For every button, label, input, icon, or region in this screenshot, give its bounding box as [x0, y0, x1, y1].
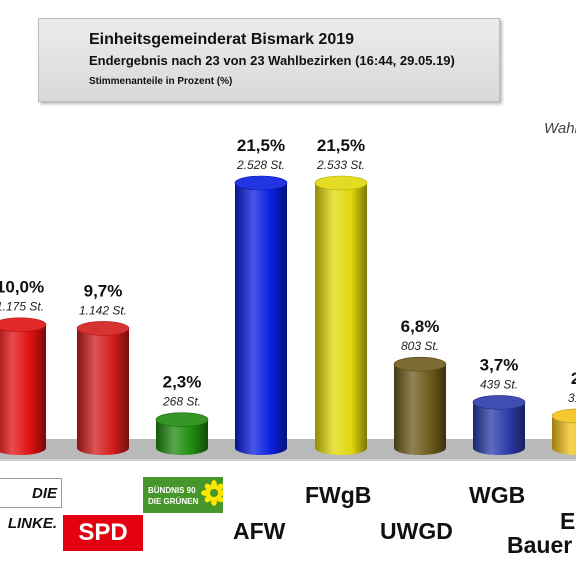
spd-logo: SPD — [63, 515, 143, 551]
chart-subtitle: Endergebnis nach 23 von 23 Wahlbezirken … — [89, 53, 455, 68]
value-label-7: 3,7% — [480, 355, 519, 374]
party-label-fwgb: FWgB — [305, 482, 372, 508]
bar-1 — [0, 324, 46, 455]
bar-4 — [235, 183, 287, 455]
value-label-6: 6,8% — [401, 317, 440, 336]
gruene-logo-line1: BÜNDNIS 90 — [148, 486, 196, 495]
bar-5 — [315, 183, 367, 455]
gruene-logo: BÜNDNIS 90 DIE GRÜNEN — [143, 477, 223, 513]
bar-cap-1 — [0, 317, 47, 333]
gruene-logo-line2: DIE GRÜNEN — [148, 497, 199, 506]
bars-group — [0, 175, 576, 455]
bar-3 — [156, 419, 208, 455]
value-label-8: 2, — [571, 369, 576, 388]
votes-label-6: 803 St. — [401, 339, 439, 353]
chart-title-box: Einheitsgemeinderat Bismark 2019 Enderge… — [38, 18, 500, 102]
value-label-4: 21,5% — [237, 136, 285, 155]
bar-2 — [77, 328, 129, 455]
bar-cap-4 — [234, 175, 288, 191]
value-label-2: 9,7% — [84, 281, 123, 300]
votes-label-1: 1.175 St. — [0, 300, 44, 314]
bar-cap-2 — [76, 321, 130, 336]
watermark-text: Wahl — [544, 120, 576, 137]
die-linke-logo-text: DIE LINKE. — [7, 485, 57, 532]
value-label-1: 10,0% — [0, 278, 44, 297]
bar-7 — [473, 402, 525, 455]
bar-cap-8 — [551, 408, 576, 424]
votes-label-3: 268 St. — [162, 395, 201, 409]
bar-6 — [394, 364, 446, 455]
bar-8 — [552, 415, 576, 455]
party-label-einzel-2: Bauer — [507, 532, 573, 558]
party-label-wgb: WGB — [469, 482, 526, 508]
sunflower-icon — [201, 480, 223, 506]
votes-label-7: 439 St. — [480, 377, 518, 391]
bar-cap-7 — [472, 395, 526, 410]
value-label-3: 2,3% — [163, 373, 202, 392]
bar-cap-5 — [314, 175, 368, 191]
chart-title: Einheitsgemeinderat Bismark 2019 — [89, 31, 355, 48]
votes-label-8: 310 — [568, 391, 576, 405]
bar-cap-6 — [393, 356, 447, 372]
party-label-uwgd: UWGD — [380, 518, 453, 544]
value-labels-group: 10,0% 1.175 St. 9,7% 1.142 St. 2,3% 268 St. 21… — [0, 136, 576, 409]
die-linke-logo: DIE LINKE. — [0, 478, 62, 532]
votes-label-5: 2.533 St. — [316, 158, 365, 172]
chart-unit-note: Stimmenanteile in Prozent (%) — [89, 76, 233, 87]
bar-cap-3 — [155, 412, 209, 427]
votes-label-2: 1.142 St. — [79, 303, 127, 317]
party-label-afw: AFW — [233, 518, 286, 544]
votes-label-4: 2.528 St. — [236, 158, 285, 172]
value-label-5: 21,5% — [317, 136, 365, 155]
party-label-einzel-1: E — [560, 508, 576, 534]
